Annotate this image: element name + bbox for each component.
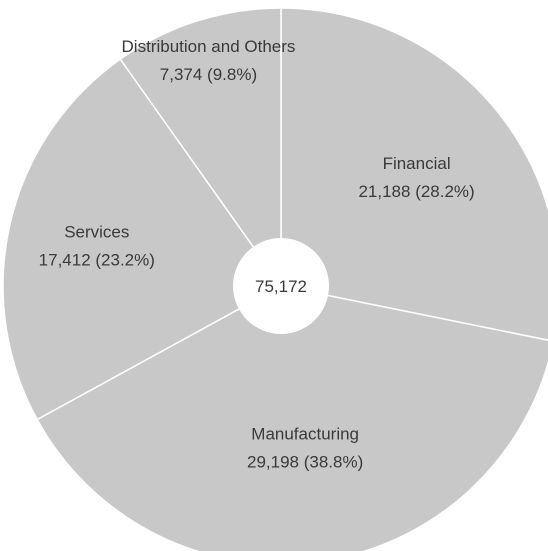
pie-labels: Financial 21,188 (28.2%) Manufacturing 29,1… [39,37,475,471]
pie-slices [2,7,548,551]
slice-value-label: 21,188 (28.2%) [358,182,474,201]
pie-slice-distribution-and-others [119,7,282,289]
slice-value-label: 17,412 (23.2%) [39,250,155,269]
pie-slice-financial [280,7,548,341]
slice-name-label: Distribution and Others [122,37,296,56]
slice-value-label: 29,198 (38.8%) [247,452,363,471]
slice-value-label: 7,374 (9.8%) [160,65,257,84]
slice-name-label: Financial [383,154,451,173]
slice-name-label: Services [64,222,129,241]
pie-center-hole [233,238,329,334]
slice-name-label: Manufacturing [251,424,359,443]
pie-slice-services [2,58,283,421]
pie-total-label: 75,172 [255,277,307,296]
pie-slice-manufacturing [36,285,548,551]
